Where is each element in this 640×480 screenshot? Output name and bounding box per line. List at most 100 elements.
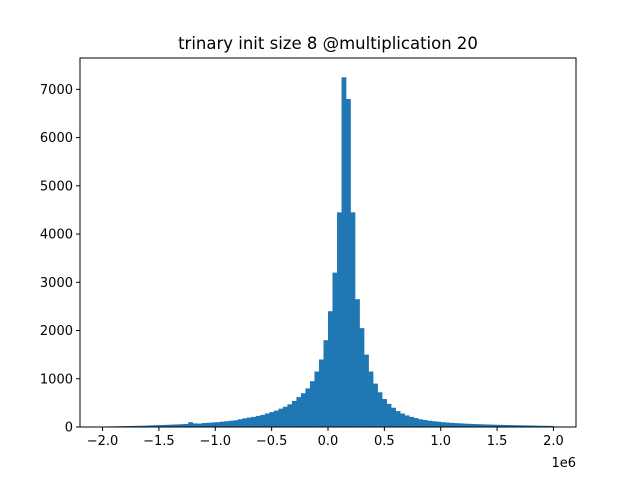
y-tick-label: 5000 — [40, 179, 73, 194]
y-tick-label: 1000 — [40, 372, 73, 387]
histogram-bar — [237, 419, 243, 427]
histogram-bar — [251, 416, 257, 427]
histogram-bar — [179, 424, 185, 427]
histogram-bar — [192, 423, 198, 427]
histogram-bar — [526, 425, 532, 427]
histogram-bar — [386, 403, 392, 427]
x-tick-label: −1.0 — [199, 434, 231, 449]
histogram-bar — [544, 425, 550, 427]
histogram-bar — [458, 423, 464, 427]
histogram-bar — [535, 425, 541, 427]
histogram-bar — [291, 400, 297, 427]
x-tick-label: 2.0 — [543, 434, 564, 449]
histogram-bar — [512, 425, 518, 427]
histogram-bar — [264, 413, 270, 427]
histogram-bar — [395, 411, 401, 427]
histogram-bar — [152, 425, 157, 427]
histogram-bar — [210, 422, 216, 427]
histogram-bar — [391, 407, 396, 427]
y-tick-label: 7000 — [40, 83, 73, 98]
histogram-bar — [548, 425, 554, 427]
histogram-bar — [224, 421, 230, 427]
histogram-bar — [485, 424, 491, 427]
histogram-bar — [318, 359, 324, 427]
histogram-bar — [355, 299, 360, 427]
y-tick-label: 6000 — [40, 131, 73, 146]
histogram-bar — [440, 422, 446, 427]
histogram-bar — [323, 340, 329, 427]
histogram-bar — [431, 421, 437, 427]
y-axis-ticks: 0 1000 2000 3000 4000 5000 6000 7000 — [40, 83, 80, 436]
histogram-bar — [359, 328, 365, 427]
histogram-bar — [134, 425, 139, 427]
histogram-bar — [206, 422, 212, 427]
histogram-bar — [201, 423, 207, 427]
histogram-bar — [368, 371, 374, 427]
histogram-bar — [161, 424, 166, 427]
histogram-bar — [346, 99, 351, 427]
histogram-bar — [445, 422, 451, 427]
histogram-bar — [147, 425, 153, 427]
x-tick-label: 0.5 — [374, 434, 395, 449]
histogram-bar — [242, 418, 248, 427]
histogram-bar — [530, 425, 536, 427]
x-axis-offset-label: 1e6 — [551, 456, 576, 471]
x-tick-label: −2.0 — [87, 434, 119, 449]
y-tick-label: 4000 — [40, 228, 73, 243]
histogram-bar — [409, 416, 414, 427]
histogram-bar — [305, 388, 311, 427]
histogram-bar — [490, 424, 496, 427]
histogram-bar — [476, 424, 482, 427]
histogram-bar — [314, 371, 320, 427]
histogram-bar — [129, 425, 135, 427]
histogram-bar — [382, 399, 387, 427]
histogram-bar — [472, 424, 478, 427]
y-tick-label: 0 — [65, 421, 73, 436]
histogram-bar — [521, 425, 527, 427]
histogram-bar — [517, 425, 523, 427]
histogram-bar — [341, 77, 347, 427]
x-tick-label: 1.0 — [430, 434, 451, 449]
histogram-bar — [143, 425, 148, 427]
histogram-bar — [508, 425, 514, 427]
histogram-bar — [463, 423, 469, 427]
histogram-bar — [404, 415, 410, 427]
histogram-bar — [215, 422, 221, 427]
histogram-bar — [377, 392, 383, 427]
x-tick-label: −0.5 — [256, 434, 288, 449]
histogram-bar — [436, 421, 442, 427]
histogram-bar — [197, 423, 203, 427]
histogram-bar — [418, 419, 423, 427]
histogram-bar — [174, 424, 180, 427]
histogram-bar — [422, 420, 428, 427]
histogram-bars — [102, 77, 554, 427]
histogram-bar — [255, 415, 261, 427]
histogram-bar — [165, 424, 171, 427]
histogram-bar — [156, 425, 162, 427]
histogram-bar — [332, 272, 338, 427]
y-tick-label: 3000 — [40, 276, 73, 291]
histogram-bar — [364, 354, 369, 427]
histogram-bar — [260, 414, 266, 427]
histogram-bar — [503, 424, 509, 427]
histogram-bar — [233, 420, 239, 427]
histogram-bar — [539, 425, 545, 427]
histogram-bar — [138, 425, 144, 427]
chart-title: trinary init size 8 @multiplication 20 — [178, 34, 478, 53]
histogram-bar — [287, 404, 293, 427]
histogram-bar — [449, 422, 455, 427]
histogram-bar — [246, 417, 252, 427]
histogram-bar — [328, 311, 333, 427]
histogram-bar — [219, 421, 225, 427]
histogram-bar — [350, 212, 356, 427]
histogram-bar — [413, 418, 419, 427]
histogram-bar — [337, 212, 342, 427]
histogram-bar — [188, 422, 194, 427]
histogram-bar — [278, 408, 284, 427]
histogram-bar — [454, 423, 460, 427]
histogram-bar — [467, 423, 473, 427]
histogram-bar — [228, 420, 234, 427]
x-tick-label: −1.5 — [143, 434, 175, 449]
histogram-bar — [373, 383, 378, 427]
